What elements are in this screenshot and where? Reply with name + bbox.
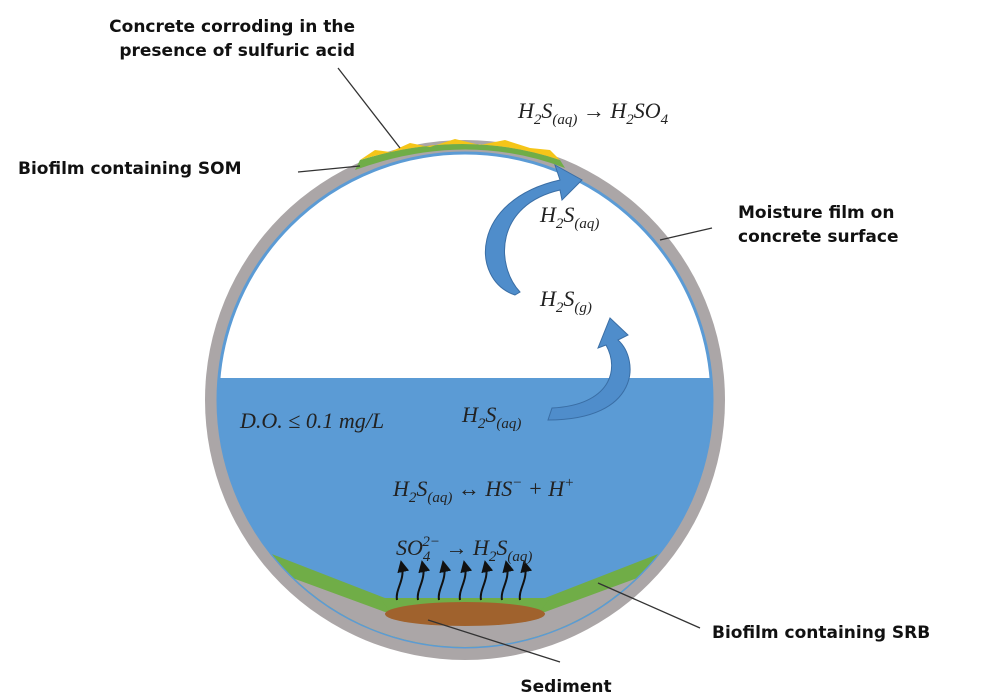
formula-base: S	[416, 476, 427, 501]
formula-base: SO	[396, 535, 423, 560]
diagram: Concrete corroding in the presence of sul…	[0, 0, 985, 693]
leader-line	[660, 228, 712, 240]
formula-base: H	[517, 98, 535, 123]
sediment	[385, 602, 545, 626]
label-line: presence of sulfuric acid	[119, 41, 355, 61]
formula-base: → H	[577, 98, 627, 123]
label-line: Concrete corroding in the	[109, 17, 355, 37]
formula-base: D.O. ≤ 0.1 mg/L	[239, 408, 384, 433]
formula: H2S(aq) → H2SO4	[517, 98, 669, 128]
formula-sub: (aq)	[496, 416, 521, 432]
formula-base: ↔ HS	[452, 476, 512, 501]
label-line: Sediment	[520, 677, 611, 693]
label-line: concrete surface	[738, 227, 899, 247]
formula-sup: +	[564, 475, 574, 491]
formula-base: S	[541, 98, 552, 123]
formula-base: H	[539, 286, 557, 311]
formula-sub: (g)	[574, 300, 592, 316]
leader-line	[338, 68, 400, 148]
formula-base: S	[563, 286, 574, 311]
label: Biofilm containing SRB	[712, 623, 930, 643]
formula-sup: 2−	[422, 534, 440, 550]
formula-base: H	[461, 402, 479, 427]
formula-sub: (aq)	[507, 549, 532, 565]
formula-base: S	[496, 535, 507, 560]
formula-sub: 4	[423, 549, 431, 565]
label-line: Biofilm containing SRB	[712, 623, 930, 643]
formula-base: + H	[522, 476, 565, 501]
formula-base: S	[485, 402, 496, 427]
formula-base: H	[392, 476, 410, 501]
formula: D.O. ≤ 0.1 mg/L	[239, 408, 384, 433]
label: Moisture film on concrete surface	[738, 203, 899, 247]
formula-sup: −	[512, 475, 522, 491]
label: Biofilm containing SOM	[18, 159, 242, 179]
label-line: Moisture film on	[738, 203, 894, 223]
label-line: Biofilm containing SOM	[18, 159, 242, 179]
formula-sub: (aq)	[427, 490, 452, 506]
formula-sub: (aq)	[574, 216, 599, 232]
formula-sub: 4	[661, 112, 669, 128]
formula-sub: (aq)	[552, 112, 577, 128]
formula-base: S	[563, 202, 574, 227]
formula-base: H	[539, 202, 557, 227]
label: Sediment	[520, 677, 611, 693]
label: Concrete corroding in the presence of sul…	[109, 17, 355, 61]
formula-base: → H	[440, 535, 490, 560]
formula-base: SO	[634, 98, 661, 123]
